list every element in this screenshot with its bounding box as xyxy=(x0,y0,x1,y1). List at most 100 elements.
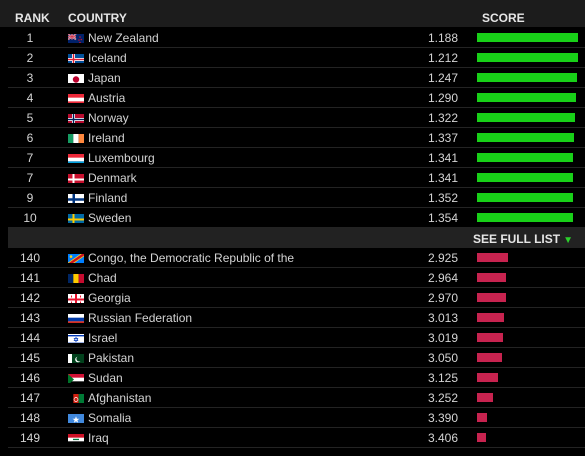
rank-cell: 143 xyxy=(19,311,41,325)
rank-cell: 10 xyxy=(23,211,37,225)
row-divider xyxy=(8,47,585,48)
score-bar xyxy=(477,73,577,82)
score-cell: 1.290 xyxy=(427,91,458,105)
flag-japan-icon xyxy=(68,72,84,83)
table-row: 1 New Zealand 1.188 xyxy=(0,28,585,48)
country-cell: Sudan xyxy=(88,371,123,385)
score-bar xyxy=(477,393,493,402)
row-divider xyxy=(8,147,585,148)
see-full-list-link[interactable]: SEE FULL LIST ▼ xyxy=(473,232,573,246)
score-bar xyxy=(477,373,498,382)
rank-cell: 141 xyxy=(19,271,41,285)
score-bar xyxy=(477,173,573,182)
table-row: 9 Finland 1.352 xyxy=(0,188,585,208)
table-row: 140 Congo, the Democratic Republic of the… xyxy=(0,248,585,268)
score-cell: 3.252 xyxy=(427,391,458,405)
table-row: 3 Japan 1.247 xyxy=(0,68,585,88)
row-divider xyxy=(8,67,585,68)
rank-cell: 6 xyxy=(26,131,34,145)
score-cell: 1.354 xyxy=(427,211,458,225)
table-row: 142 Georgia 2.970 xyxy=(0,288,585,308)
rank-cell: 7 xyxy=(26,151,34,165)
rank-column-header: RANK xyxy=(15,11,50,25)
flag-new-zealand-icon xyxy=(68,32,84,43)
country-cell: Israel xyxy=(88,331,118,345)
table-row: 6 Ireland 1.337 xyxy=(0,128,585,148)
country-cell: Iceland xyxy=(88,51,127,65)
score-bar xyxy=(477,433,486,442)
score-bar xyxy=(477,193,573,202)
row-divider xyxy=(8,427,585,428)
rank-cell: 144 xyxy=(19,331,41,345)
country-column-header: COUNTRY xyxy=(68,11,127,25)
flag-luxembourg-icon xyxy=(68,152,84,163)
score-cell: 3.019 xyxy=(427,331,458,345)
flag-sudan-icon xyxy=(68,372,84,383)
row-divider xyxy=(8,187,585,188)
rank-cell: 4 xyxy=(26,91,34,105)
rank-cell: 3 xyxy=(26,71,34,85)
score-bar xyxy=(477,253,508,262)
table-row: 10 Sweden 1.354 xyxy=(0,208,585,228)
table-row: 147 Afghanistan 3.252 xyxy=(0,388,585,408)
table-row: 146 Sudan 3.125 xyxy=(0,368,585,388)
score-cell: 1.212 xyxy=(427,51,458,65)
score-bar xyxy=(477,273,506,282)
table-row: 5 Norway 1.322 xyxy=(0,108,585,128)
row-divider xyxy=(8,327,585,328)
table-row: 141 Chad 2.964 xyxy=(0,268,585,288)
rank-cell: 142 xyxy=(19,291,41,305)
score-cell: 1.341 xyxy=(427,171,458,185)
score-cell: 3.390 xyxy=(427,411,458,425)
row-divider xyxy=(8,447,585,448)
row-divider xyxy=(8,127,585,128)
flag-israel-icon xyxy=(68,332,84,343)
flag-denmark-icon xyxy=(68,172,84,183)
row-divider xyxy=(8,207,585,208)
country-cell: Somalia xyxy=(88,411,132,425)
flag-iraq-icon xyxy=(68,432,84,443)
score-bar xyxy=(477,153,573,162)
flag-iceland-icon xyxy=(68,52,84,63)
score-bar xyxy=(477,113,575,122)
country-cell: Ireland xyxy=(88,131,125,145)
score-bar xyxy=(477,333,503,342)
row-divider xyxy=(8,367,585,368)
table-row: 148 Somalia 3.390 xyxy=(0,408,585,428)
row-divider xyxy=(8,87,585,88)
flag-ireland-icon xyxy=(68,132,84,143)
flag-chad-icon xyxy=(68,272,84,283)
country-cell: Afghanistan xyxy=(88,391,152,405)
score-bar xyxy=(477,213,573,222)
row-divider xyxy=(8,267,585,268)
score-cell: 2.970 xyxy=(427,291,458,305)
score-bar xyxy=(477,353,502,362)
flag-somalia-icon xyxy=(68,412,84,423)
row-divider xyxy=(8,347,585,348)
country-cell: Sweden xyxy=(88,211,132,225)
score-cell: 1.337 xyxy=(427,131,458,145)
table-row: 7 Denmark 1.341 xyxy=(0,168,585,188)
country-cell: Austria xyxy=(88,91,126,105)
score-bar xyxy=(477,293,506,302)
table-row: 144 Israel 3.019 xyxy=(0,328,585,348)
row-divider xyxy=(8,227,585,228)
score-bar xyxy=(477,53,578,62)
flag-norway-icon xyxy=(68,112,84,123)
table-row: 149 Iraq 3.406 xyxy=(0,428,585,448)
rank-cell: 140 xyxy=(19,251,41,265)
flag-pakistan-icon xyxy=(68,352,84,363)
rank-cell: 1 xyxy=(26,31,34,45)
country-cell: Congo, the Democratic Republic of the xyxy=(88,251,295,265)
score-bar xyxy=(477,413,487,422)
score-cell: 3.050 xyxy=(427,351,458,365)
rank-cell: 149 xyxy=(19,431,41,445)
flag-austria-icon xyxy=(68,92,84,103)
country-cell: New Zealand xyxy=(88,31,159,45)
rank-cell: 147 xyxy=(19,391,41,405)
score-cell: 2.964 xyxy=(427,271,458,285)
country-cell: Chad xyxy=(88,271,117,285)
table-row: 4 Austria 1.290 xyxy=(0,88,585,108)
rank-cell: 146 xyxy=(19,371,41,385)
row-divider xyxy=(8,387,585,388)
